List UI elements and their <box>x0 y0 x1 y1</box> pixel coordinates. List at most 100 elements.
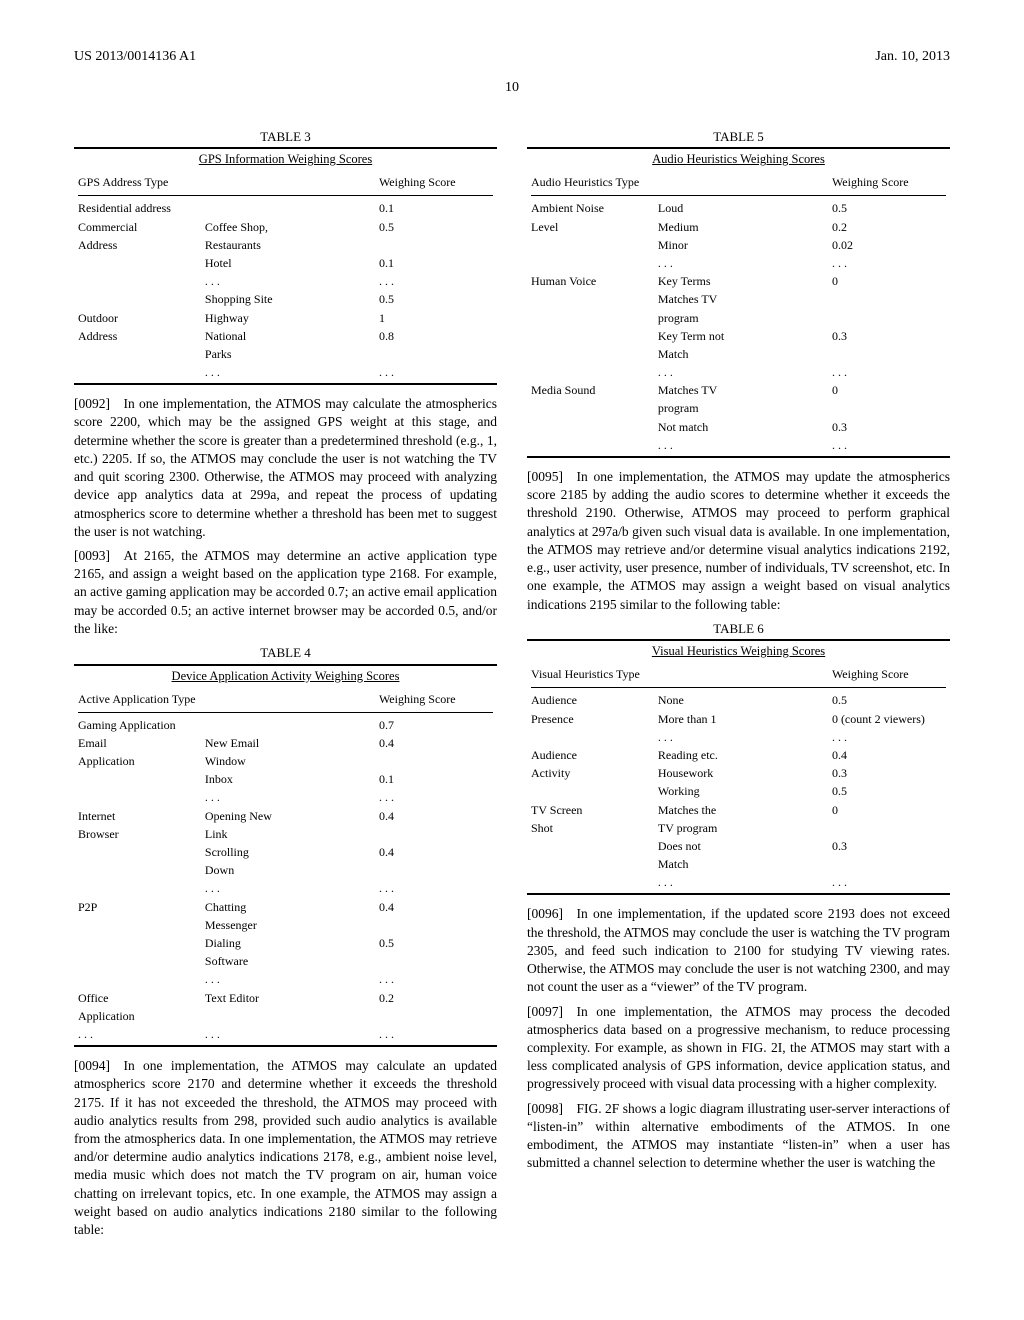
table-4-title: Device Application Activity Weighing Sco… <box>74 668 497 685</box>
table-cell <box>74 770 201 788</box>
table-3-col2: Weighing Score <box>349 172 497 192</box>
table-cell <box>74 290 201 308</box>
table-cell <box>802 819 950 837</box>
table-cell: . . . <box>802 436 950 454</box>
table-row: . . .. . .. . . <box>74 1025 497 1043</box>
table-row: OutdoorHighway1 <box>74 309 497 327</box>
table-row: AudienceReading etc.0.4 <box>527 746 950 764</box>
table-cell <box>349 861 497 879</box>
paragraph-0093: [0093] At 2165, the ATMOS may determine … <box>74 547 497 638</box>
table-cell: . . . <box>349 970 497 988</box>
table-cell <box>349 236 497 254</box>
table-5-rows: Ambient NoiseLoud0.5LevelMedium0.2Minor0… <box>527 199 950 454</box>
table-cell <box>802 309 950 327</box>
table-cell: Parks <box>201 345 349 363</box>
table-cell: Messenger <box>201 916 349 934</box>
table-row: LevelMedium0.2 <box>527 218 950 236</box>
table-cell <box>527 290 654 308</box>
table-cell <box>527 363 654 381</box>
table-cell <box>74 879 201 897</box>
table-row: program <box>527 309 950 327</box>
table-cell: . . . <box>74 1025 201 1043</box>
table-row: PresenceMore than 10 (count 2 viewers) <box>527 710 950 728</box>
table-cell: 0 <box>802 801 950 819</box>
table-row: . . .. . . <box>527 363 950 381</box>
table-cell: Office <box>74 989 201 1007</box>
table-cell <box>74 952 201 970</box>
table-6-col1: Visual Heuristics Type <box>527 664 802 684</box>
table-6-rows: AudienceNone0.5PresenceMore than 10 (cou… <box>527 691 950 891</box>
paragraph-0097: [0097] In one implementation, the ATMOS … <box>527 1003 950 1094</box>
table-cell: Audience <box>527 691 654 709</box>
table-cell <box>74 254 201 272</box>
table-cell: Inbox <box>201 770 349 788</box>
table-cell: Residential address <box>74 199 201 217</box>
table-cell: 0 (count 2 viewers) <box>802 710 950 728</box>
table-row: Ambient NoiseLoud0.5 <box>527 199 950 217</box>
table-cell <box>802 290 950 308</box>
table-cell: . . . <box>201 879 349 897</box>
table-cell: . . . <box>654 254 802 272</box>
table-cell: Hotel <box>201 254 349 272</box>
table-cell <box>349 952 497 970</box>
table-cell: Highway <box>201 309 349 327</box>
table-cell <box>74 861 201 879</box>
table-5: TABLE 5 Audio Heuristics Weighing Scores… <box>527 128 950 458</box>
table-row: Key Term not0.3 <box>527 327 950 345</box>
table-cell <box>349 916 497 934</box>
table-cell: Chatting <box>201 898 349 916</box>
table-row: Hotel0.1 <box>74 254 497 272</box>
table-row: Software <box>74 952 497 970</box>
table-cell <box>349 825 497 843</box>
table-row: ApplicationWindow <box>74 752 497 770</box>
table-5-title: Audio Heuristics Weighing Scores <box>527 151 950 168</box>
table-cell: 0.4 <box>802 746 950 764</box>
table-row: AddressRestaurants <box>74 236 497 254</box>
table-row: AddressNational0.8 <box>74 327 497 345</box>
table-row: Media SoundMatches TV0 <box>527 381 950 399</box>
table-cell: . . . <box>802 363 950 381</box>
table-cell <box>802 345 950 363</box>
table-row: . . .. . . <box>527 873 950 891</box>
table-cell <box>74 916 201 934</box>
table-row: . . .. . . <box>527 254 950 272</box>
table-cell <box>527 418 654 436</box>
table-cell: program <box>654 399 802 417</box>
table-cell: . . . <box>349 363 497 381</box>
table-cell: 0.4 <box>349 898 497 916</box>
table-row: Match <box>527 855 950 873</box>
table-cell: Commercial <box>74 218 201 236</box>
table-cell <box>74 345 201 363</box>
table-cell <box>74 843 201 861</box>
table-cell: 0.5 <box>802 199 950 217</box>
table-row: Scrolling0.4 <box>74 843 497 861</box>
table-cell <box>802 855 950 873</box>
table-cell: Coffee Shop, <box>201 218 349 236</box>
table-cell <box>802 399 950 417</box>
table-4-col2: Weighing Score <box>349 689 497 709</box>
table-cell: 0.5 <box>349 934 497 952</box>
table-cell: Activity <box>527 764 654 782</box>
table-cell: Application <box>74 752 201 770</box>
table-cell <box>527 327 654 345</box>
table-5-col1: Audio Heuristics Type <box>527 172 802 192</box>
table-row: . . .. . . <box>74 879 497 897</box>
table-cell: . . . <box>802 254 950 272</box>
table-cell: 0.3 <box>802 837 950 855</box>
table-row: CommercialCoffee Shop,0.5 <box>74 218 497 236</box>
table-row: program <box>527 399 950 417</box>
table-row: InternetOpening New0.4 <box>74 807 497 825</box>
table-cell: 0.5 <box>349 218 497 236</box>
table-cell: 0.5 <box>802 691 950 709</box>
table-4: TABLE 4 Device Application Activity Weig… <box>74 644 497 1047</box>
table-cell <box>527 728 654 746</box>
table-cell: Shot <box>527 819 654 837</box>
table-4-caption: TABLE 4 <box>74 644 497 662</box>
table-row: Parks <box>74 345 497 363</box>
table-3-title: GPS Information Weighing Scores <box>74 151 497 168</box>
table-cell: 0.02 <box>802 236 950 254</box>
table-cell: Link <box>201 825 349 843</box>
table-cell: Address <box>74 327 201 345</box>
table-cell: Address <box>74 236 201 254</box>
table-cell: TV Screen <box>527 801 654 819</box>
